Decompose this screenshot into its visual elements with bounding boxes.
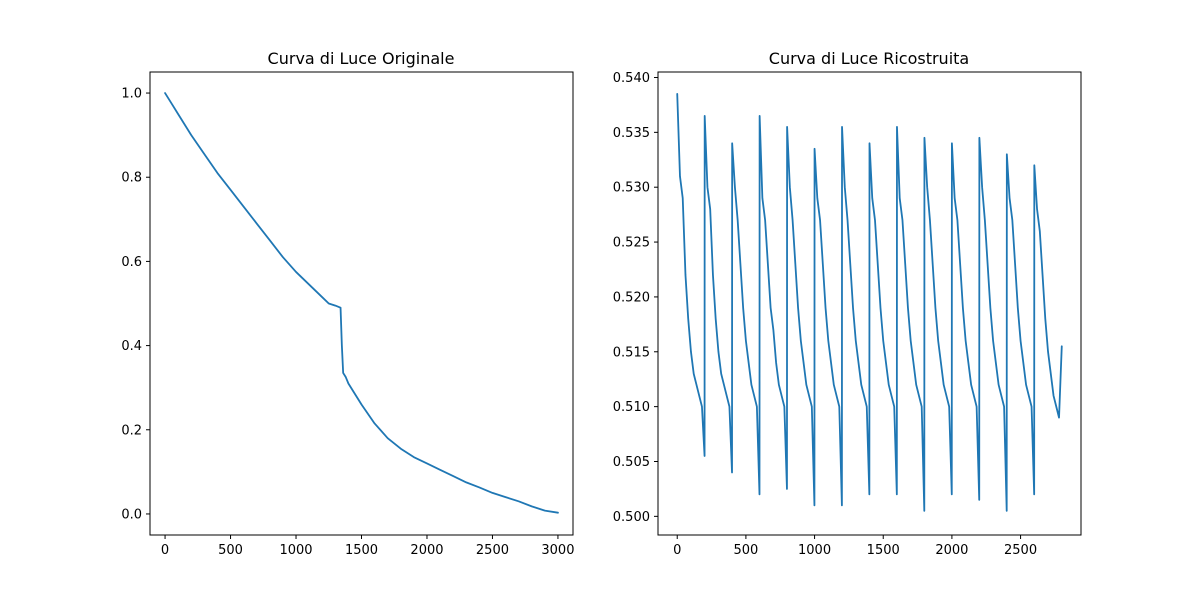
y-tick-label: 0.535 — [613, 126, 650, 141]
x-tick-label: 1000 — [279, 543, 312, 558]
ticks-layer: 0 500 1000 1500 2000 2500 0.500 0.505 0.510 0.515… — [613, 71, 1037, 558]
y-tick-label: 0.500 — [613, 510, 650, 525]
y-tick-label: 0.530 — [613, 181, 650, 196]
ticks-layer: 0 500 1000 1500 2000 2500 3000 0.0 0.2 0.4 0.6 0.8 1… — [121, 87, 574, 558]
y-tick-label: 0.515 — [613, 345, 650, 360]
chart-title: Curva di Luce Originale — [268, 49, 455, 68]
y-tick-label: 0.540 — [613, 71, 650, 86]
y-tick-label: 0.525 — [613, 236, 650, 251]
y-tick-label: 0.4 — [121, 339, 142, 354]
y-tick-label: 0.520 — [613, 290, 650, 305]
x-tick-label: 1500 — [345, 543, 378, 558]
y-tick-label: 0.505 — [613, 455, 650, 470]
x-tick-label: 2000 — [410, 543, 443, 558]
y-tick-label: 1.0 — [121, 87, 142, 102]
x-tick-label: 2500 — [476, 543, 509, 558]
y-tick-label: 0.6 — [121, 255, 142, 270]
y-tick-label: 0.0 — [121, 507, 142, 522]
x-tick-label: 0 — [673, 543, 681, 558]
y-tick-label: 0.2 — [121, 423, 142, 438]
x-tick-label: 500 — [733, 543, 758, 558]
chart-reconstructed-light-curve: Curva di Luce Ricostruita 0 500 1000 1500 20… — [613, 49, 1082, 558]
series-line — [676, 93, 1063, 512]
x-tick-label: 1000 — [798, 543, 831, 558]
plot-frame — [657, 71, 1082, 536]
series-layer — [676, 93, 1063, 512]
x-tick-label: 3000 — [541, 543, 574, 558]
x-tick-label: 2500 — [1004, 543, 1037, 558]
y-tick-label: 0.510 — [613, 400, 650, 415]
plot-frame — [149, 71, 574, 536]
x-tick-label: 0 — [161, 543, 169, 558]
x-tick-label: 2000 — [935, 543, 968, 558]
x-tick-label: 500 — [218, 543, 243, 558]
x-tick-label: 1500 — [867, 543, 900, 558]
y-tick-label: 0.8 — [121, 171, 142, 186]
chart-title: Curva di Luce Ricostruita — [769, 49, 969, 68]
chart-original-light-curve: Curva di Luce Originale 0 500 1000 1500 2000… — [121, 49, 574, 558]
series-layer — [164, 92, 559, 514]
series-line — [164, 92, 559, 514]
